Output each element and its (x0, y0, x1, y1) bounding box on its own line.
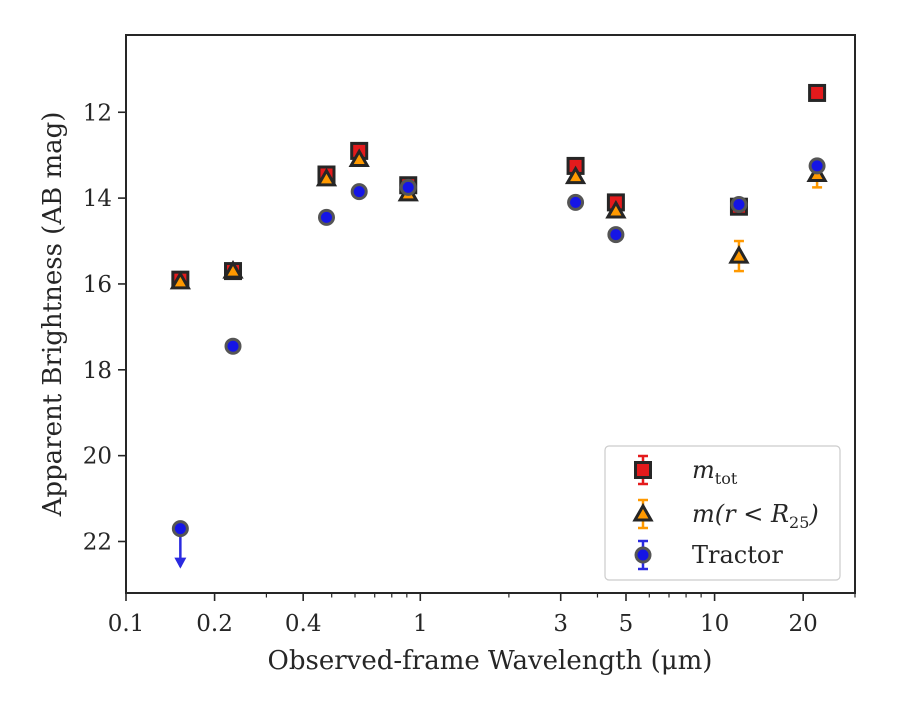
data-point (605, 199, 627, 219)
data-point (222, 260, 244, 279)
data-point (567, 193, 585, 211)
legend-entry: mtot (634, 454, 738, 488)
legend-label: m(r < R25) (692, 500, 819, 532)
circle-marker (171, 520, 189, 538)
triangle-marker (169, 270, 191, 290)
data-point (808, 83, 827, 102)
circle-marker (808, 157, 826, 175)
y-tick-label: 14 (83, 186, 112, 212)
legend-label: Tractor (692, 541, 783, 569)
legend-entry: m(r < R25) (632, 498, 819, 532)
data-point (348, 148, 370, 168)
triangle-marker (315, 167, 338, 187)
x-tick-label: 0.4 (285, 611, 322, 637)
square-marker (634, 461, 652, 479)
x-tick-label: 0.1 (108, 611, 145, 637)
triangle-marker (564, 165, 587, 185)
circle-marker (634, 546, 652, 564)
y-axis-label: Apparent Brightness (AB mag) (38, 112, 68, 518)
x-tick-label: 20 (789, 611, 818, 637)
legend: mtot m(r < R25) Tractor (604, 445, 841, 581)
legend-box (604, 445, 841, 581)
data-point (317, 208, 335, 226)
data-point (350, 183, 368, 201)
x-tick-label: 0.2 (196, 611, 233, 637)
circle-marker (399, 178, 417, 196)
x-axis-label: Observed-frame Wavelength (μm) (268, 646, 713, 676)
x-tick-label: 5 (619, 611, 634, 637)
series-circle (171, 157, 826, 569)
data-point (171, 520, 189, 569)
data-point (808, 157, 826, 175)
legend-label: mtot (692, 456, 738, 488)
circle-marker (350, 183, 368, 201)
square-marker (808, 83, 827, 102)
triangle-marker (348, 148, 370, 168)
data-point (169, 270, 191, 290)
triangle-marker (632, 502, 654, 522)
circle-marker (730, 196, 748, 214)
circle-marker (567, 193, 585, 211)
triangle-marker (728, 244, 750, 264)
data-point (730, 196, 748, 214)
data-point (564, 165, 587, 185)
triangle-marker (222, 260, 244, 279)
triangle-marker (605, 199, 627, 219)
data-point (315, 167, 338, 187)
y-tick-label: 18 (83, 358, 112, 384)
series-triangle (169, 148, 828, 290)
data-marks (169, 83, 828, 569)
circle-marker (224, 337, 242, 355)
y-tick-label: 16 (83, 272, 112, 298)
y-tick-label: 22 (83, 529, 112, 555)
y-tick-label: 12 (83, 100, 112, 126)
axis-ticks: 0.1 0.2 0.4 1 3 5 10 20 12 14 16 18 20 22 (83, 100, 856, 637)
circle-marker (607, 226, 625, 244)
series-square (171, 83, 827, 289)
upper-limit-arrowhead (174, 557, 187, 569)
circle-marker (317, 208, 335, 226)
data-point (224, 337, 242, 355)
data-point (728, 239, 750, 273)
plot-frame (125, 34, 856, 594)
y-tick-label: 20 (83, 444, 112, 470)
data-point (607, 226, 625, 244)
x-tick-label: 3 (553, 611, 568, 637)
x-tick-label: 1 (413, 611, 428, 637)
data-point (399, 178, 417, 196)
x-tick-label: 10 (700, 611, 729, 637)
legend-entry: Tractor (634, 539, 783, 571)
